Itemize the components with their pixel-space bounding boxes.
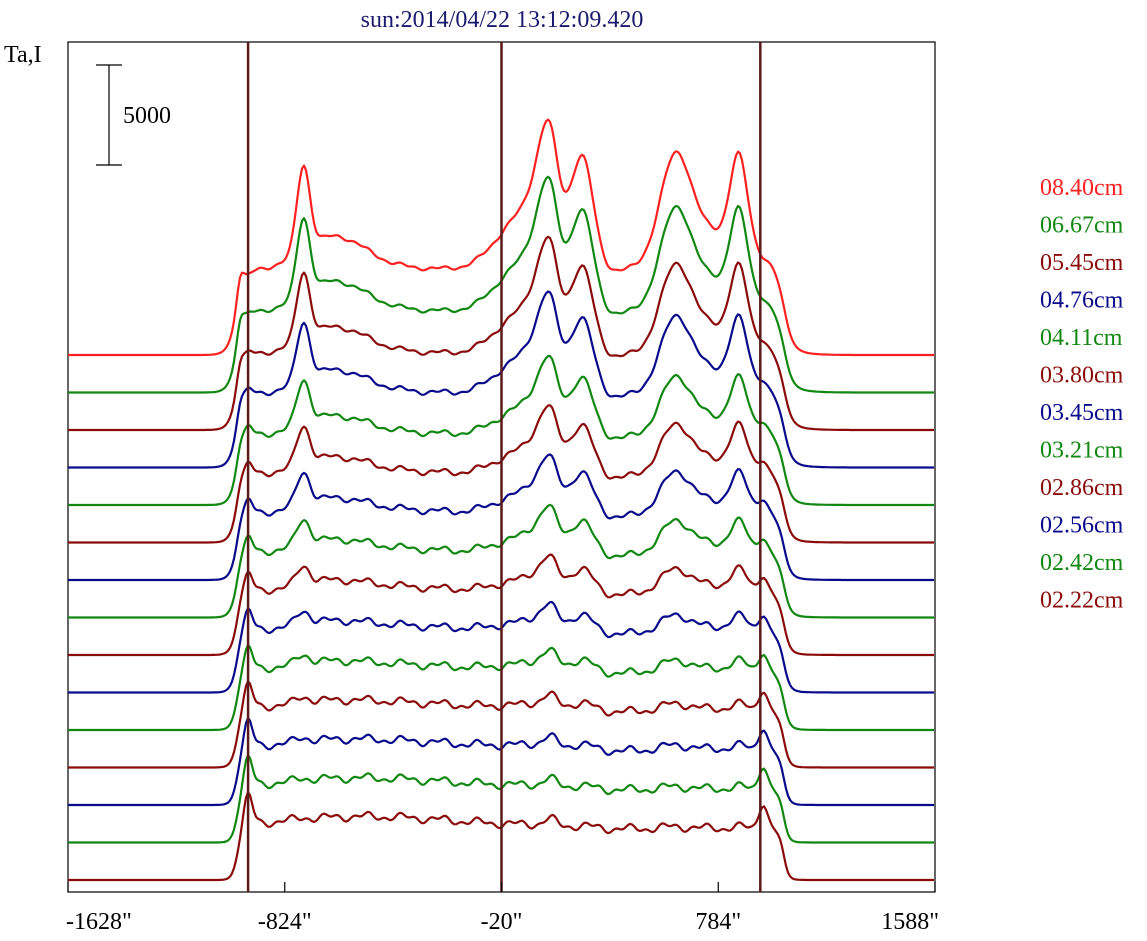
legend-entry: 02.42cm (1040, 550, 1124, 576)
vertical-markers (246, 42, 762, 892)
legend-entry: 05.45cm (1040, 250, 1124, 276)
x-axis-ticks: -1628" -824" -20" 784" 1588" (66, 882, 939, 935)
legend-entry: 02.86cm (1040, 475, 1124, 501)
legend-entry: 04.76cm (1040, 288, 1124, 314)
y-axis-label: Ta,I (4, 42, 42, 68)
scale-bar-label: 5000 (123, 103, 171, 129)
legend-entry: 02.56cm (1040, 513, 1124, 539)
legend-entry: 03.45cm (1040, 400, 1124, 426)
x-tick-label-1: -824" (258, 909, 312, 935)
legend: 08.40cm 06.67cm 05.45cm 04.76cm 04.11cm 03.80… (1040, 175, 1124, 614)
legend-entry: 02.22cm (1040, 588, 1124, 614)
chart-title: sun:2014/04/22 13:12:09.420 (361, 7, 644, 33)
x-tick-label-2: -20" (481, 909, 523, 935)
legend-entry: 03.21cm (1040, 438, 1124, 464)
legend-entry: 08.40cm (1040, 175, 1124, 201)
legend-entry: 03.80cm (1040, 363, 1124, 389)
scale-bar: 5000 (96, 64, 171, 166)
x-tick-label-0: -1628" (66, 909, 132, 935)
legend-entry: 06.67cm (1040, 213, 1124, 239)
x-tick-label-4: 1588" (881, 909, 939, 935)
legend-entry: 04.11cm (1040, 325, 1123, 351)
x-tick-label-3: 784" (695, 909, 741, 935)
